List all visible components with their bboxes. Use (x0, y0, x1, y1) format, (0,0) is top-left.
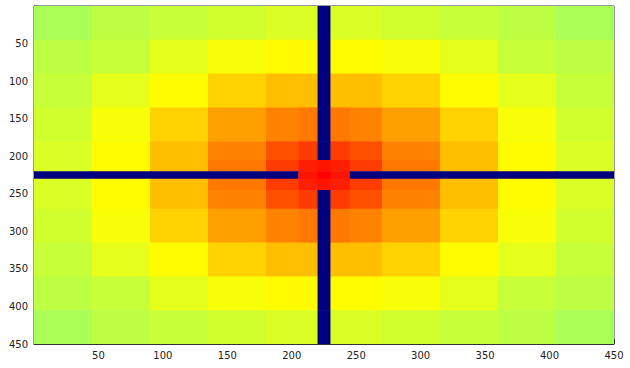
svg-text:200: 200 (282, 350, 301, 361)
svg-text:100: 100 (153, 350, 172, 361)
svg-text:150: 150 (9, 113, 28, 124)
svg-text:450: 450 (604, 350, 623, 361)
svg-text:400: 400 (9, 301, 28, 312)
svg-text:250: 250 (347, 350, 366, 361)
svg-text:300: 300 (9, 226, 28, 237)
svg-text:350: 350 (476, 350, 495, 361)
svg-text:450: 450 (9, 339, 28, 350)
svg-text:50: 50 (92, 350, 105, 361)
svg-text:400: 400 (540, 350, 559, 361)
svg-text:150: 150 (218, 350, 237, 361)
svg-text:300: 300 (411, 350, 430, 361)
svg-text:50: 50 (15, 38, 28, 49)
svg-text:200: 200 (9, 151, 28, 162)
svg-text:100: 100 (9, 76, 28, 87)
svg-text:250: 250 (9, 188, 28, 199)
svg-text:350: 350 (9, 263, 28, 274)
